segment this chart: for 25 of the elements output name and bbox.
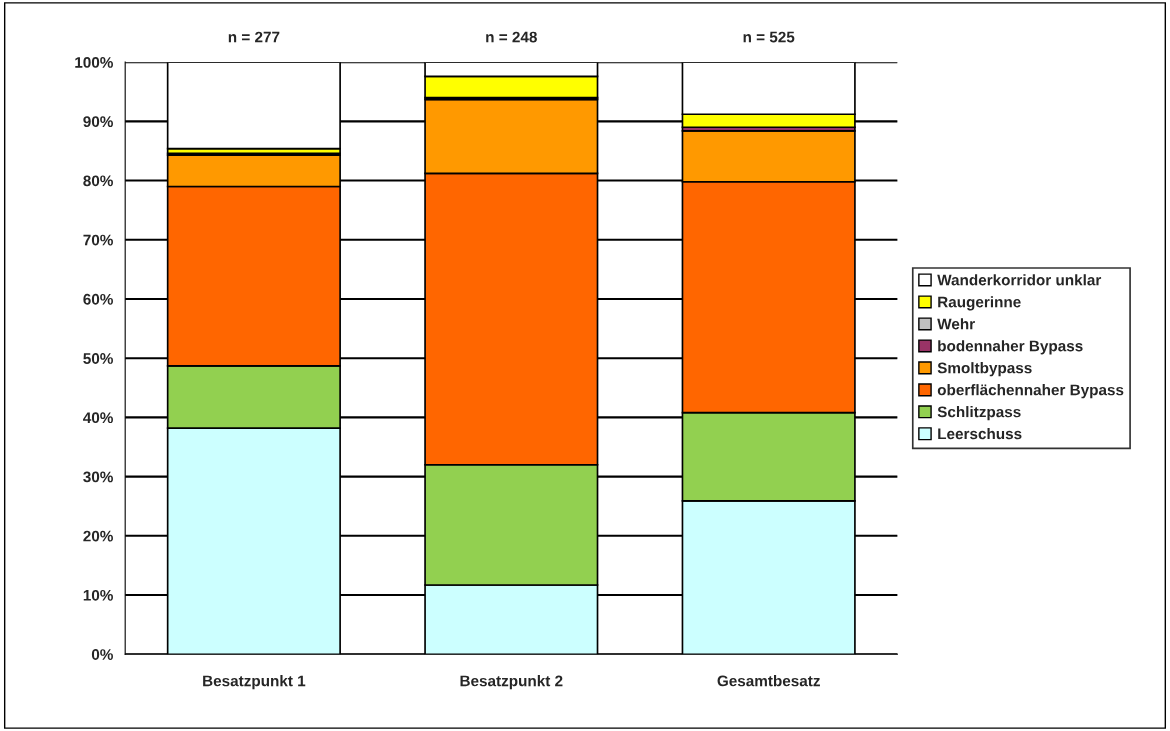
legend-label: Raugerinne (938, 296, 1021, 311)
legend-label: Wanderkorridor unklar (937, 274, 1102, 286)
annotation: n = 248 (486, 31, 537, 43)
y-tick-label: 90% (83, 116, 113, 128)
legend-label: oberflächennaher Bypass (937, 384, 1124, 399)
y-tick-label: 50% (83, 353, 113, 364)
y-tick-label: 20% (83, 530, 113, 542)
y-tick-label: 10% (83, 589, 113, 601)
y-tick-label: 80% (83, 175, 113, 187)
y-tick-label: 40% (83, 412, 113, 424)
y-tick-label: 30% (83, 471, 113, 483)
y-tick-label: 60% (83, 293, 113, 305)
annotation: n = 525 (743, 31, 795, 43)
legend-label: Wehr (937, 318, 975, 330)
y-tick-label: 70% (83, 234, 113, 246)
legend-label: bodennaher Bypass (938, 340, 1083, 355)
y-tick-label: 0% (91, 649, 113, 660)
legend-label: Smoltbypass (937, 362, 1032, 377)
legend-label: Leerschuss (938, 428, 1022, 440)
x-tick-label: Besatzpunkt 1 (203, 675, 306, 690)
x-tick-label: Gesamtbesatz (717, 675, 820, 687)
annotation: n = 277 (228, 31, 280, 43)
x-tick-label: Besatzpunkt 2 (460, 675, 563, 690)
legend-label: Schlitzpass (937, 406, 1021, 421)
y-tick-label: 100% (75, 57, 113, 68)
